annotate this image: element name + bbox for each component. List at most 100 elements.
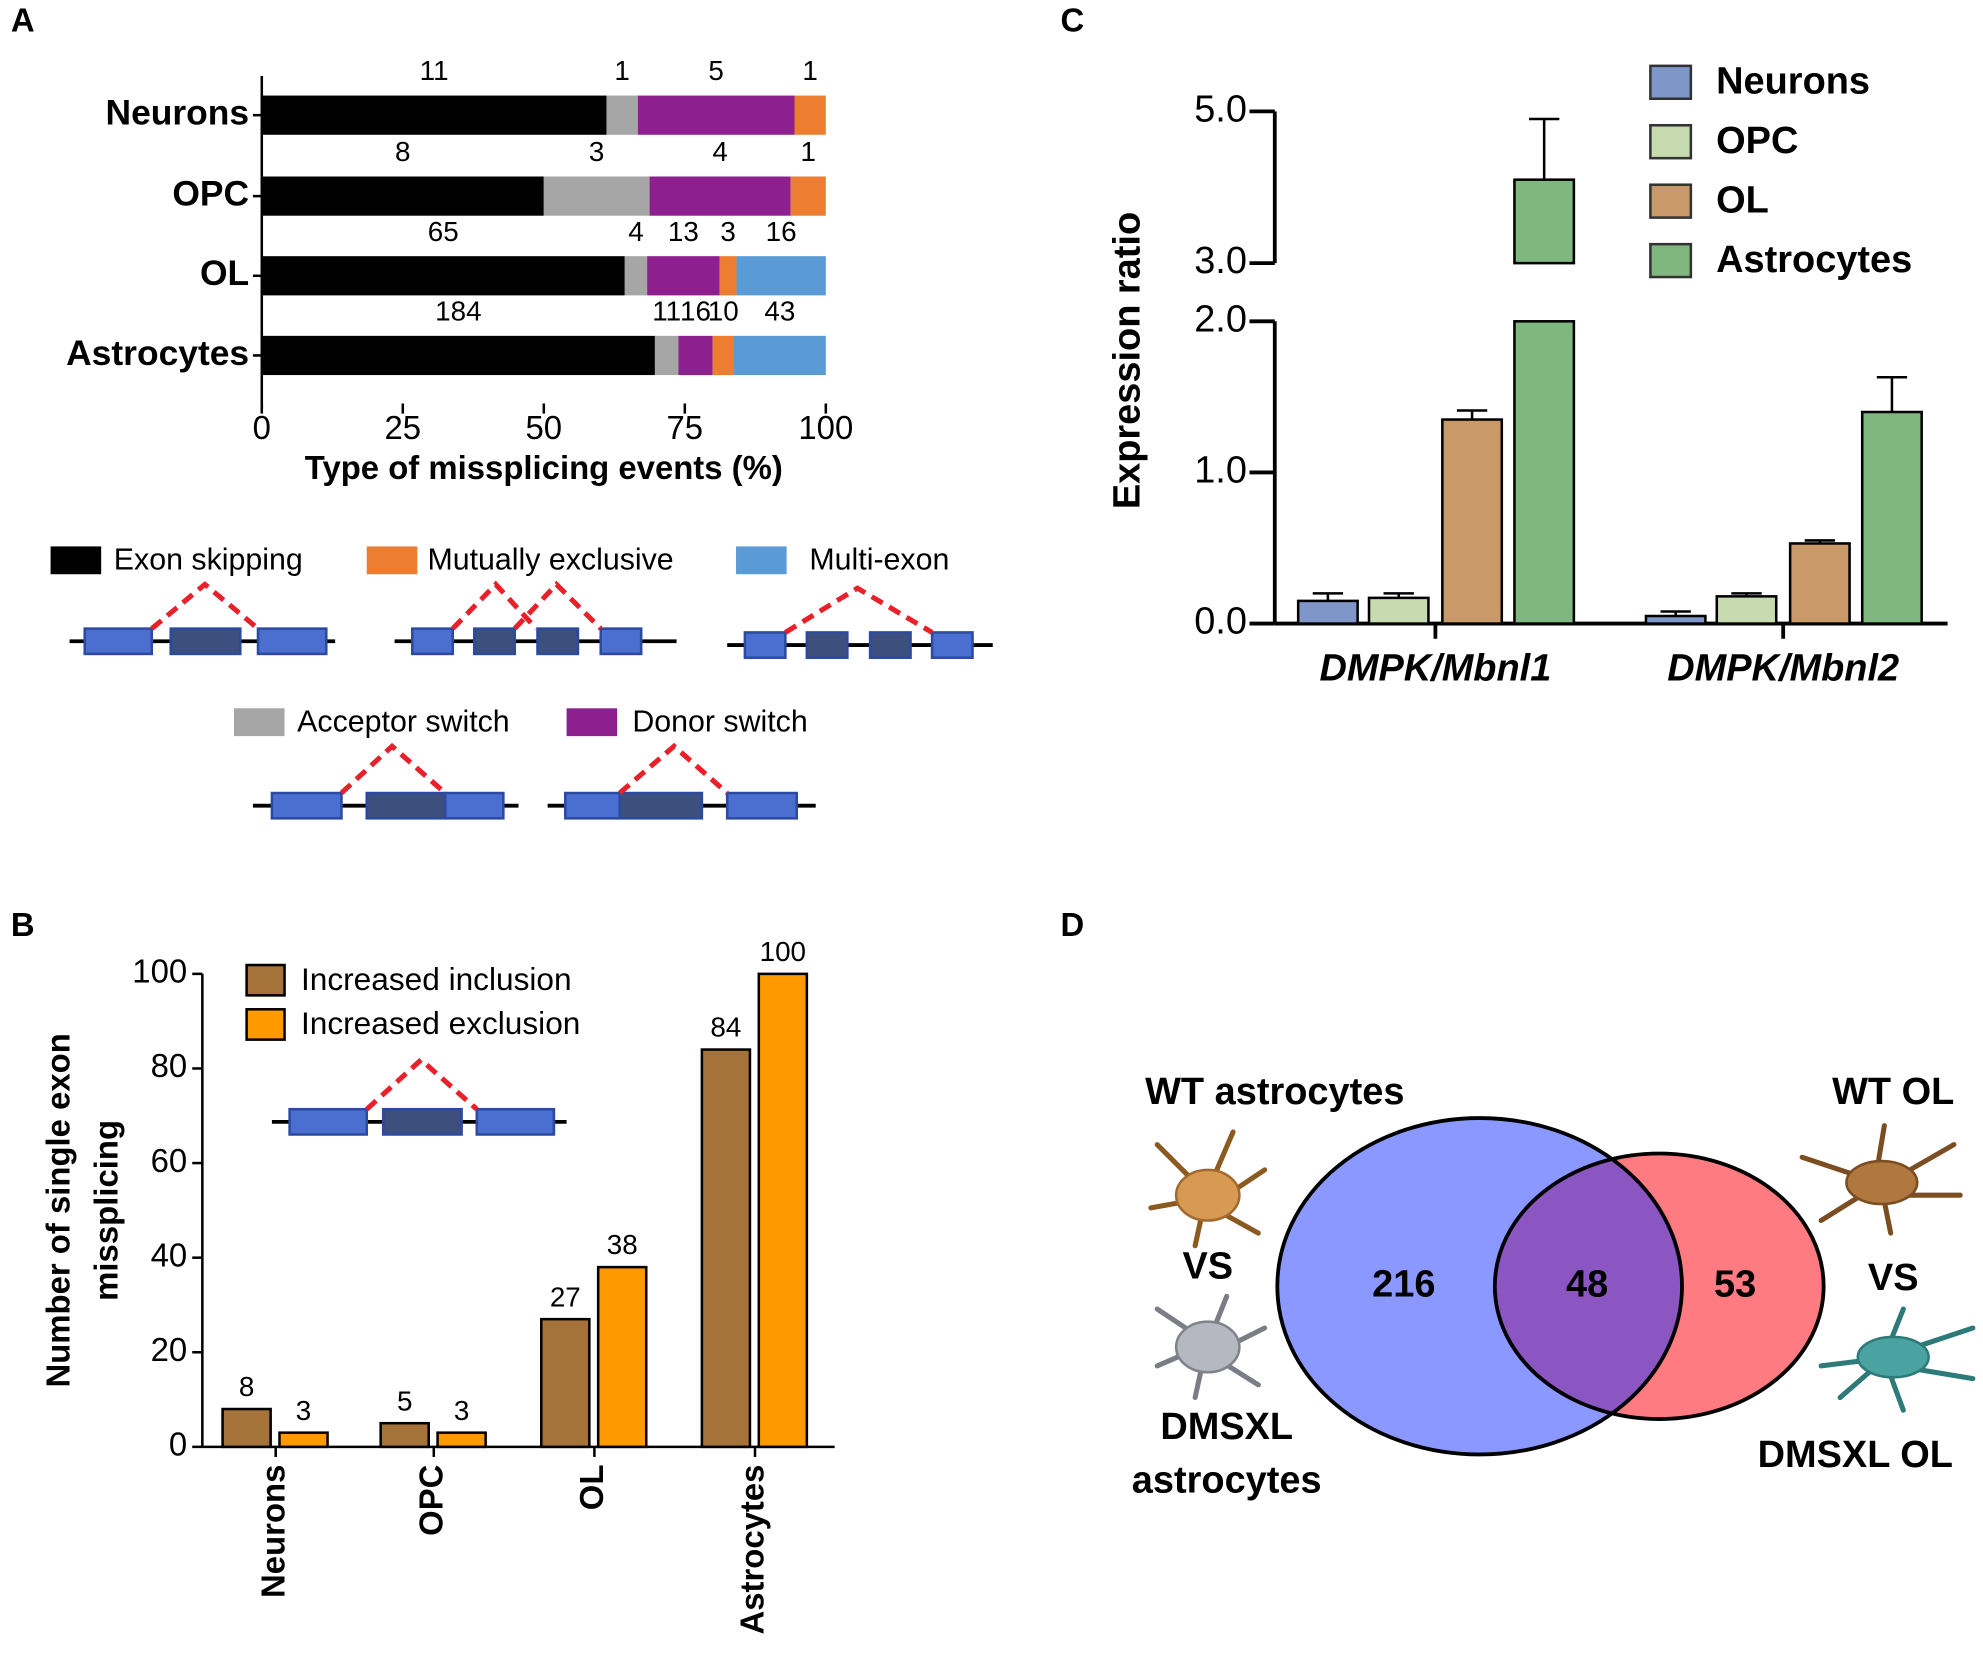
legend-label: OPC	[1716, 120, 1798, 162]
panel-label: A	[11, 2, 35, 39]
exon-box	[256, 627, 328, 656]
bar	[379, 1421, 430, 1449]
y-tick-label: 0	[169, 1426, 187, 1463]
bar	[1788, 542, 1851, 625]
y-axis-label: missplicing	[87, 1120, 124, 1301]
x-tick-label: 50	[526, 409, 563, 446]
category-label: OPC	[172, 173, 249, 213]
y-tick-label: 3.0	[1194, 240, 1247, 282]
exon-box	[868, 631, 912, 659]
value-label: 5	[708, 55, 723, 86]
bar	[1367, 596, 1430, 625]
legend-label: Multi-exon	[809, 544, 949, 577]
value-label: 1	[802, 55, 817, 86]
legend-swatch	[1649, 124, 1693, 160]
value-label: 16	[766, 216, 797, 247]
exon-box	[365, 791, 447, 820]
exon-box	[381, 1107, 463, 1136]
value-label: 11	[420, 55, 449, 86]
bar-lower-part	[1513, 320, 1576, 625]
category-label: Astrocytes	[66, 333, 249, 373]
x-tick-label: Astrocytes	[734, 1465, 771, 1635]
x-tick-label: 25	[385, 409, 422, 446]
bar-segment	[649, 176, 791, 216]
bar-segment	[543, 176, 650, 216]
bar-segment	[678, 335, 713, 376]
exon-box	[475, 1107, 556, 1136]
value-label: 27	[550, 1281, 581, 1312]
legend-label: Exon skipping	[114, 544, 303, 577]
bar-segment	[733, 335, 826, 376]
legend-swatch	[366, 546, 418, 575]
cell-icon	[1154, 1293, 1268, 1401]
vs-label: VS	[1868, 1257, 1919, 1299]
legend-label: Mutually exclusive	[427, 544, 673, 577]
splice-dash	[150, 581, 260, 631]
value-label: 3	[454, 1395, 469, 1426]
splice-dash	[784, 585, 934, 635]
splice-dash	[365, 1056, 479, 1112]
bar-segment	[790, 176, 826, 216]
category-label: Neurons	[106, 93, 250, 133]
exon-box	[805, 631, 849, 659]
value-label: 100	[760, 936, 806, 967]
value-label: 1	[800, 136, 815, 167]
value-label: 11	[652, 295, 681, 326]
value-label: 3	[589, 136, 604, 167]
exon-box	[618, 791, 704, 820]
x-axis-label: Type of missplicing events (%)	[305, 449, 783, 486]
exon-box	[83, 627, 154, 656]
y-axis-label: Number of single exon	[39, 1033, 76, 1387]
splice-dash	[618, 742, 729, 795]
x-tick-label: DMPK/Mbnl1	[1319, 647, 1551, 689]
bar	[540, 1317, 591, 1449]
exon-box	[743, 631, 787, 659]
x-tick-label: OPC	[412, 1465, 449, 1536]
cell-icon	[1818, 1306, 1976, 1413]
panel-label: D	[1061, 906, 1085, 943]
x-tick-label: DMPK/Mbnl2	[1667, 647, 1899, 689]
legend-label: OL	[1716, 179, 1769, 221]
splice-dash	[512, 580, 603, 631]
legend-swatch	[1649, 64, 1693, 100]
bar-segment	[624, 256, 648, 296]
x-tick-label: 100	[798, 409, 853, 446]
value-label: 84	[710, 1012, 741, 1043]
exon-box	[564, 791, 621, 820]
legend-label: Increased exclusion	[301, 1005, 580, 1041]
y-tick-label: 80	[151, 1047, 188, 1084]
bar	[757, 972, 809, 1449]
x-tick-label: OL	[573, 1465, 610, 1511]
exon-box	[270, 791, 343, 820]
panel-label: B	[11, 906, 35, 943]
y-tick-label: 2.0	[1194, 298, 1247, 340]
y-tick-label: 100	[132, 953, 187, 990]
bar	[1644, 614, 1707, 625]
splice-dash	[450, 580, 539, 631]
venn-count: 48	[1566, 1263, 1608, 1305]
cell-icon	[1799, 1123, 1963, 1236]
bar-segment	[261, 176, 544, 216]
bar-segment	[647, 256, 720, 296]
value-label: 16	[680, 295, 711, 326]
bar-segment	[719, 256, 737, 296]
y-tick-label: 40	[151, 1236, 188, 1273]
y-tick-label: 20	[151, 1331, 188, 1368]
bar-segment	[654, 335, 679, 376]
set-label: WT astrocytes	[1145, 1071, 1404, 1113]
legend-swatch	[1649, 242, 1693, 279]
venn-count: 216	[1372, 1263, 1435, 1305]
bar-segment	[712, 335, 734, 376]
legend-swatch	[736, 546, 787, 575]
vs-label: VS	[1182, 1246, 1233, 1288]
value-label: 1	[614, 55, 629, 86]
bar	[1296, 599, 1359, 625]
set-label: DMSXL	[1160, 1406, 1293, 1448]
x-tick-label: 75	[667, 409, 704, 446]
value-label: 8	[239, 1371, 254, 1402]
exon-box	[930, 631, 974, 659]
value-label: 3	[720, 216, 735, 247]
exon-box	[169, 627, 242, 656]
value-label: 8	[395, 136, 410, 167]
